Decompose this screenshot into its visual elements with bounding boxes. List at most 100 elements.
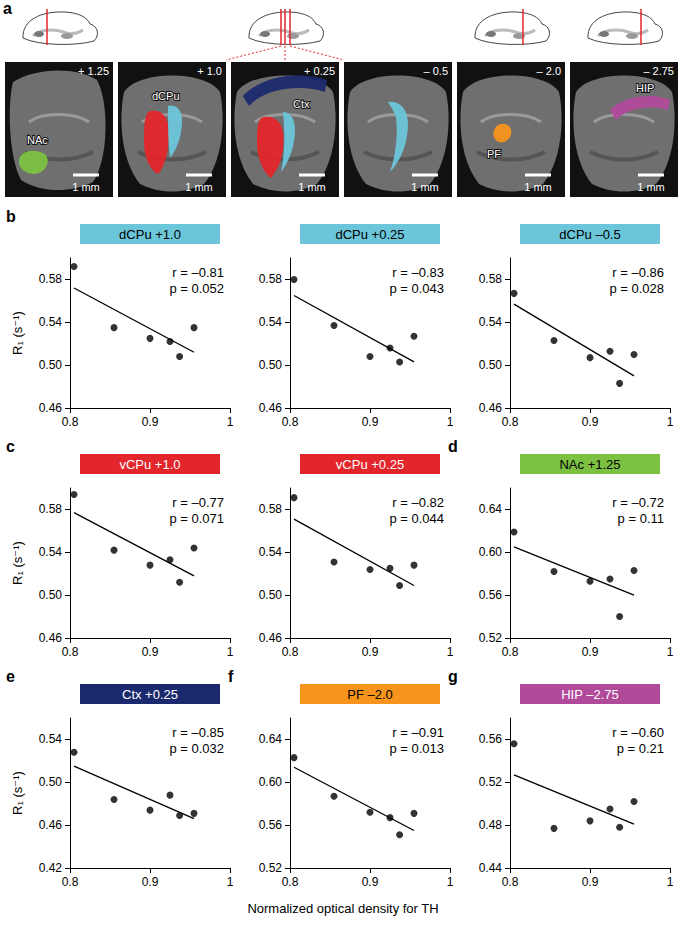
svg-text:p = 0.044: p = 0.044 <box>389 511 444 526</box>
svg-text:g: g <box>448 668 458 685</box>
svg-text:1 mm: 1 mm <box>72 181 100 193</box>
svg-text:b: b <box>6 208 16 225</box>
svg-text:vCPu +1.0: vCPu +1.0 <box>119 457 180 472</box>
svg-text:0.8: 0.8 <box>282 415 299 429</box>
svg-text:0.8: 0.8 <box>62 875 79 889</box>
svg-text:p = 0.028: p = 0.028 <box>609 281 664 296</box>
svg-text:0.9: 0.9 <box>582 875 599 889</box>
svg-text:0.56: 0.56 <box>479 588 503 602</box>
svg-text:0.60: 0.60 <box>479 545 503 559</box>
svg-text:0.42: 0.42 <box>39 861 63 875</box>
svg-text:0.54: 0.54 <box>259 545 283 559</box>
svg-text:1 mm: 1 mm <box>298 181 326 193</box>
svg-text:f: f <box>228 668 234 685</box>
svg-text:0.54: 0.54 <box>259 315 283 329</box>
svg-text:p = 0.21: p = 0.21 <box>617 741 664 756</box>
svg-text:0.58: 0.58 <box>39 502 63 516</box>
svg-text:1 mm: 1 mm <box>411 181 439 193</box>
svg-text:dCPu +1.0: dCPu +1.0 <box>119 227 181 242</box>
svg-text:– 2.75: – 2.75 <box>643 65 674 77</box>
svg-text:R₁ (s⁻¹): R₁ (s⁻¹) <box>10 541 25 585</box>
svg-text:0.8: 0.8 <box>62 415 79 429</box>
svg-text:0.58: 0.58 <box>259 502 283 516</box>
svg-text:dCPu: dCPu <box>152 90 180 102</box>
svg-text:0.9: 0.9 <box>142 415 159 429</box>
svg-text:0.46: 0.46 <box>479 401 503 415</box>
svg-text:r = –0.77: r = –0.77 <box>172 495 224 510</box>
svg-text:0.54: 0.54 <box>39 732 63 746</box>
svg-text:0.8: 0.8 <box>502 415 519 429</box>
svg-text:NAc: NAc <box>27 134 48 146</box>
svg-text:– 0.5: – 0.5 <box>424 65 448 77</box>
svg-text:1: 1 <box>227 645 234 659</box>
svg-text:0.60: 0.60 <box>259 775 283 789</box>
svg-text:0.8: 0.8 <box>502 875 519 889</box>
svg-text:0.58: 0.58 <box>479 272 503 286</box>
svg-text:NAc +1.25: NAc +1.25 <box>559 457 620 472</box>
svg-text:1: 1 <box>447 875 454 889</box>
svg-text:r = –0.86: r = –0.86 <box>612 265 664 280</box>
svg-text:r = –0.72: r = –0.72 <box>612 495 664 510</box>
svg-text:dCPu –0.5: dCPu –0.5 <box>559 227 620 242</box>
svg-text:0.44: 0.44 <box>479 861 503 875</box>
svg-text:1: 1 <box>227 415 234 429</box>
svg-text:r = –0.85: r = –0.85 <box>172 725 224 740</box>
svg-text:0.54: 0.54 <box>479 315 503 329</box>
svg-text:Normalized optical density for: Normalized optical density for TH <box>247 901 438 916</box>
svg-text:r = –0.81: r = –0.81 <box>172 265 224 280</box>
svg-text:d: d <box>448 438 458 455</box>
svg-text:R₁ (s⁻¹): R₁ (s⁻¹) <box>10 311 25 355</box>
svg-text:p = 0.052: p = 0.052 <box>169 281 224 296</box>
svg-text:0.9: 0.9 <box>362 645 379 659</box>
svg-text:0.9: 0.9 <box>142 875 159 889</box>
svg-text:0.9: 0.9 <box>582 645 599 659</box>
svg-text:HIP: HIP <box>636 82 654 94</box>
svg-text:0.46: 0.46 <box>39 818 63 832</box>
svg-text:0.8: 0.8 <box>282 875 299 889</box>
svg-text:r = –0.82: r = –0.82 <box>392 495 444 510</box>
svg-text:0.50: 0.50 <box>259 358 283 372</box>
svg-text:PF: PF <box>487 148 501 160</box>
svg-text:0.52: 0.52 <box>479 775 503 789</box>
svg-text:R₁ (s⁻¹): R₁ (s⁻¹) <box>10 771 25 815</box>
svg-text:0.50: 0.50 <box>39 775 63 789</box>
svg-text:0.64: 0.64 <box>259 732 283 746</box>
svg-text:vCPu +0.25: vCPu +0.25 <box>336 457 404 472</box>
svg-text:0.54: 0.54 <box>39 545 63 559</box>
svg-text:0.9: 0.9 <box>362 875 379 889</box>
svg-text:PF –2.0: PF –2.0 <box>347 687 393 702</box>
svg-text:0.50: 0.50 <box>479 358 503 372</box>
svg-text:p = 0.11: p = 0.11 <box>618 511 664 526</box>
svg-text:0.46: 0.46 <box>259 631 283 645</box>
svg-text:a: a <box>3 0 12 17</box>
svg-text:0.50: 0.50 <box>259 588 283 602</box>
svg-text:+ 1.25: + 1.25 <box>78 65 109 77</box>
svg-text:0.50: 0.50 <box>39 588 63 602</box>
svg-text:0.52: 0.52 <box>479 631 503 645</box>
svg-text:0.64: 0.64 <box>479 502 503 516</box>
svg-text:1: 1 <box>667 415 674 429</box>
svg-text:0.48: 0.48 <box>479 818 503 832</box>
svg-text:1: 1 <box>227 875 234 889</box>
svg-text:0.46: 0.46 <box>39 401 63 415</box>
svg-text:r = –0.91: r = –0.91 <box>392 725 444 740</box>
svg-text:Ctx: Ctx <box>293 98 310 110</box>
svg-text:p = 0.071: p = 0.071 <box>169 511 224 526</box>
svg-text:+ 0.25: + 0.25 <box>304 65 335 77</box>
svg-text:1 mm: 1 mm <box>637 181 665 193</box>
svg-text:0.50: 0.50 <box>39 358 63 372</box>
svg-text:1: 1 <box>667 645 674 659</box>
svg-text:0.8: 0.8 <box>62 645 79 659</box>
svg-text:+ 1.0: + 1.0 <box>197 65 222 77</box>
svg-text:0.9: 0.9 <box>142 645 159 659</box>
svg-text:0.46: 0.46 <box>39 631 63 645</box>
svg-text:0.56: 0.56 <box>479 732 503 746</box>
svg-text:p = 0.032: p = 0.032 <box>169 741 224 756</box>
svg-text:c: c <box>6 438 15 455</box>
svg-text:HIP –2.75: HIP –2.75 <box>561 687 619 702</box>
svg-text:r = –0.83: r = –0.83 <box>392 265 444 280</box>
svg-text:p = 0.043: p = 0.043 <box>389 281 444 296</box>
svg-text:1 mm: 1 mm <box>524 181 552 193</box>
svg-text:0.9: 0.9 <box>362 415 379 429</box>
svg-text:– 2.0: – 2.0 <box>537 65 561 77</box>
